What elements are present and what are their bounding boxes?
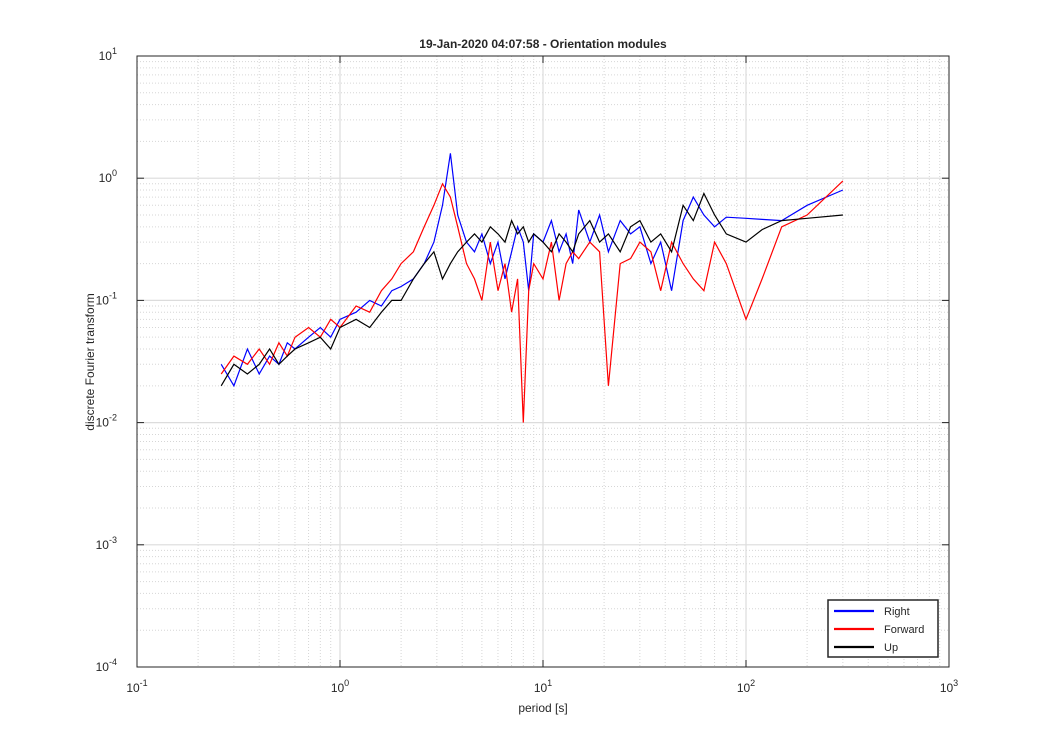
y-tick-label: 101 (99, 46, 117, 63)
series-line-right (220, 153, 844, 388)
y-tick-label: 10-4 (96, 657, 117, 674)
y-tick-label: 10-3 (96, 535, 117, 552)
axes-frame (136, 55, 950, 668)
x-tick-label: 102 (737, 678, 755, 695)
x-tick-label: 10-1 (126, 678, 147, 695)
grid (137, 56, 949, 667)
y-axis-label: discrete Fourier transform (83, 293, 97, 430)
y-tick-label: 100 (99, 168, 117, 185)
legend-label-forward: Forward (884, 624, 924, 636)
chart-title: 19-Jan-2020 04:07:58 - Orientation modul… (419, 37, 667, 51)
x-axis-label: period [s] (518, 701, 567, 715)
tick-labels: 10-1 100 101 102 103 10-4 10-3 10-2 10-1 100 101 (96, 46, 959, 695)
series-line-forward (220, 180, 844, 423)
plot-area (220, 153, 844, 423)
legend-label-right: Right (884, 606, 910, 618)
x-tick-label: 103 (940, 678, 958, 695)
y-tick-label: 10-2 (96, 413, 117, 430)
y-tick-label: 10-1 (96, 290, 117, 307)
x-tick-label: 101 (534, 678, 552, 695)
legend: Right Forward Up (827, 599, 939, 658)
legend-label-up: Up (884, 642, 898, 654)
series-line-up (220, 192, 843, 387)
x-tick-label: 100 (331, 678, 349, 695)
